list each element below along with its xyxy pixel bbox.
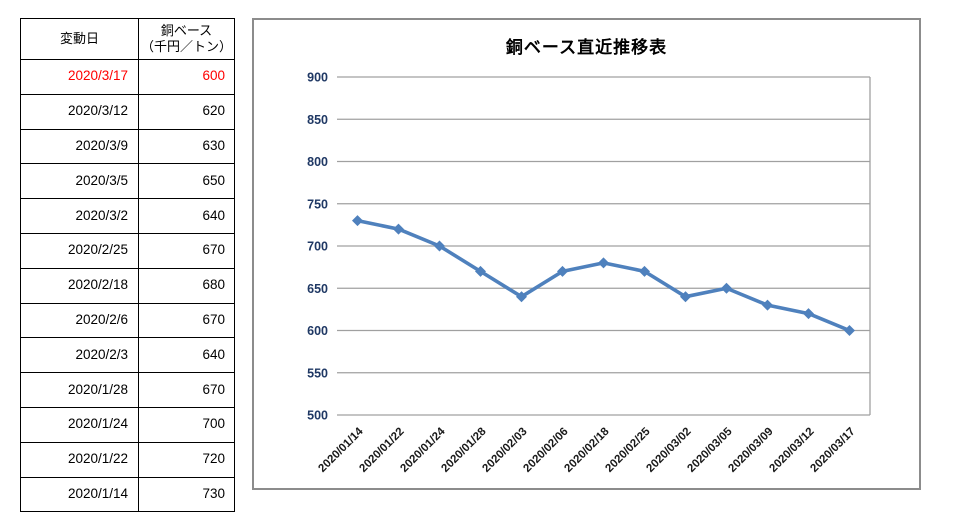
- value-cell: 670: [138, 302, 235, 339]
- value-cell: 700: [138, 406, 235, 443]
- table-body: 2020/3/17 600 2020/3/12 620 2020/3/9 630 2020/…: [20, 59, 235, 513]
- y-tick-label: 800: [307, 155, 328, 169]
- date-cell: 2020/3/12: [20, 93, 139, 130]
- data-point-marker: [761, 299, 774, 311]
- table-row: 2020/1/24 700: [20, 406, 235, 443]
- col-header-value: 銅ベース （千円／トン）: [138, 18, 235, 60]
- value-cell: 620: [138, 93, 235, 130]
- date-cell: 2020/2/18: [20, 267, 139, 304]
- data-point-marker: [474, 265, 487, 277]
- table-row: 2020/1/22 720: [20, 441, 235, 478]
- copper-price-table: 変動日 銅ベース （千円／トン） 2020/3/17 600 2020/3/12 62…: [20, 18, 235, 513]
- y-tick-label: 700: [307, 240, 328, 254]
- data-point-marker: [843, 324, 856, 337]
- value-cell: 650: [138, 163, 235, 200]
- y-tick-label: 550: [307, 366, 328, 380]
- value-cell: 630: [138, 128, 235, 165]
- data-point-marker: [392, 223, 405, 235]
- data-point-marker: [433, 240, 446, 252]
- col-header-date: 変動日: [20, 18, 139, 60]
- y-tick-label: 850: [307, 113, 328, 127]
- value-cell: 720: [138, 441, 235, 478]
- table-row: 2020/3/5 650: [20, 163, 235, 200]
- copper-trend-chart: 500 550 600 650 700 750 800 850 900 2020/01/14 202…: [252, 18, 921, 490]
- data-point-marker: [556, 265, 569, 277]
- x-tick-label: 2020/03/17: [808, 426, 857, 475]
- date-cell: 2020/2/25: [20, 232, 139, 269]
- chart-plot-area: 5005506006507007508008509002020/01/14202…: [307, 71, 871, 475]
- table-row: 2020/2/6 670: [20, 302, 235, 339]
- value-cell: 730: [138, 476, 235, 513]
- data-point-marker: [597, 257, 610, 269]
- table-row: 2020/3/17 600: [20, 59, 235, 95]
- table-row: 2020/3/9 630: [20, 128, 235, 165]
- data-point-marker: [351, 215, 364, 227]
- value-cell: 640: [138, 198, 235, 234]
- date-cell: 2020/3/17: [20, 59, 139, 95]
- table-row: 2020/2/3 640: [20, 337, 235, 374]
- table-row: 2020/3/12 620: [20, 93, 235, 130]
- data-point-marker: [720, 282, 733, 294]
- value-cell: 680: [138, 267, 235, 304]
- date-cell: 2020/1/24: [20, 406, 139, 443]
- date-cell: 2020/1/28: [20, 372, 139, 408]
- table-row: 2020/2/25 670: [20, 232, 235, 269]
- chart-title: 銅ベース直近推移表: [505, 38, 668, 57]
- date-cell: 2020/3/2: [20, 198, 139, 234]
- data-point-marker: [515, 291, 528, 303]
- trend-line: [355, 218, 852, 333]
- data-point-marker: [679, 291, 692, 303]
- y-tick-label: 600: [307, 324, 328, 338]
- value-cell: 670: [138, 232, 235, 269]
- y-tick-label: 750: [307, 197, 328, 211]
- table-row: 2020/1/28 670: [20, 372, 235, 408]
- date-cell: 2020/1/22: [20, 441, 139, 478]
- value-cell: 670: [138, 372, 235, 408]
- col-header-value-line2: （千円／トン）: [140, 39, 232, 54]
- table-header-row: 変動日 銅ベース （千円／トン）: [20, 18, 235, 60]
- date-cell: 2020/3/5: [20, 163, 139, 200]
- table-row: 2020/1/14 730: [20, 476, 235, 513]
- col-header-value-line1: 銅ベース: [160, 22, 213, 38]
- y-tick-label: 500: [307, 409, 328, 423]
- data-point-marker: [802, 308, 815, 320]
- data-point-marker: [638, 265, 651, 277]
- table-row: 2020/2/18 680: [20, 267, 235, 304]
- y-tick-label: 650: [307, 282, 328, 296]
- y-tick-label: 900: [307, 71, 328, 85]
- value-cell: 600: [138, 59, 235, 95]
- table-row: 2020/3/2 640: [20, 198, 235, 234]
- date-cell: 2020/2/3: [20, 337, 139, 374]
- date-cell: 2020/2/6: [20, 302, 139, 339]
- value-cell: 640: [138, 337, 235, 374]
- date-cell: 2020/3/9: [20, 128, 139, 165]
- date-cell: 2020/1/14: [20, 476, 139, 513]
